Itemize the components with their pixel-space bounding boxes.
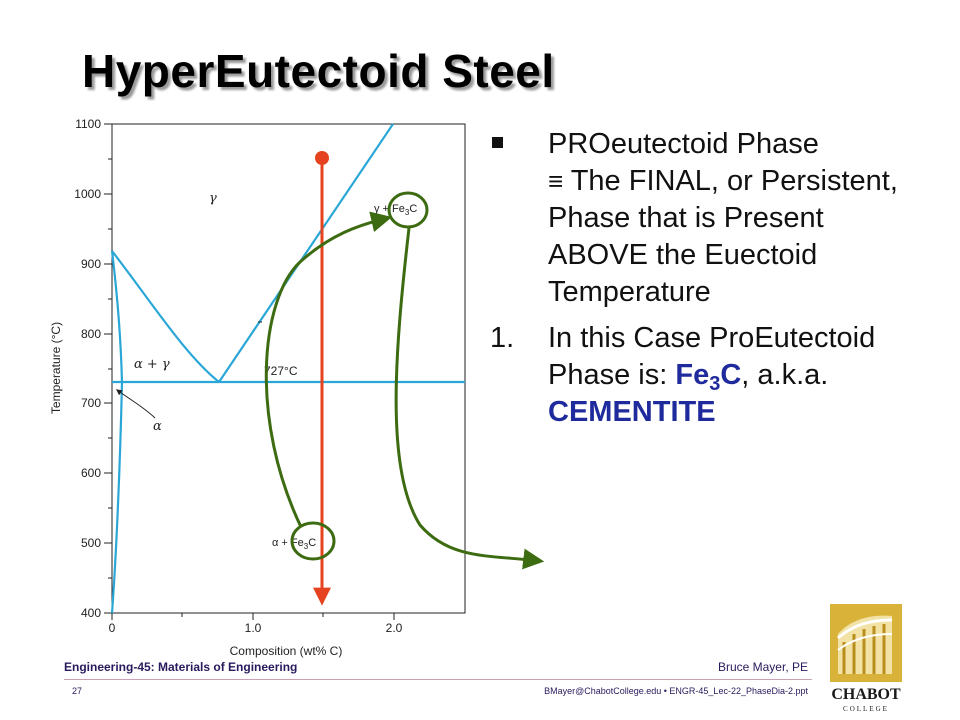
bullet-subtext: The FINAL, or Persistent, Phase that is … — [548, 165, 898, 308]
y-tick-label: 400 — [81, 606, 101, 620]
y-tick-label: 800 — [81, 327, 101, 341]
y-tick-label: 1000 — [74, 187, 101, 201]
y-tick-label: 600 — [81, 466, 101, 480]
region-alpha-label: α — [153, 419, 162, 434]
phase-boundaries — [110, 123, 465, 614]
y-tick-label: 500 — [81, 536, 101, 550]
numbered-item-case: 1. In this Case ProEutectoid Phase is: F… — [490, 320, 910, 431]
item-aka-text: , a.k.a. — [741, 359, 829, 391]
eutectoid-temp-label: 727°C — [264, 364, 298, 378]
footer-divider — [64, 679, 812, 680]
slide-title: HyperEutectoid Steel — [82, 45, 555, 97]
item-text: In this Case ProEutectoid Phase is: — [548, 322, 876, 391]
x-tick-label: 1.0 — [245, 621, 262, 635]
bullet-item-proeutectoid: PROeutectoid Phase ≡ The FINAL, or Persi… — [490, 126, 910, 311]
x-axis-label: Composition (wt% C) — [230, 644, 343, 658]
x-axis — [111, 613, 395, 620]
y-tick-label: 900 — [81, 257, 101, 271]
annotation-highlights — [290, 191, 429, 561]
cooling-start-dot — [315, 151, 329, 165]
square-bullet-icon — [490, 135, 504, 149]
region-gamma-label: γ — [209, 191, 217, 206]
page-number: 27 — [72, 686, 83, 696]
y-axis-label: Temperature (°C) — [49, 322, 63, 414]
footer-course: Engineering-45: Materials of Engineering — [64, 660, 298, 674]
footer-author: Bruce Mayer, PE — [717, 660, 808, 674]
bullet-list: PROeutectoid Phase ≡ The FINAL, or Persi… — [490, 126, 910, 431]
footer-email-file: BMayer@ChabotCollege.edu • ENGR-45_Lec-2… — [544, 686, 808, 696]
x-tick-label: 0 — [109, 621, 116, 635]
svg-text:CHABOT: CHABOT — [831, 686, 901, 703]
equivalence-icon: ≡ — [548, 166, 564, 196]
cementite-pointer-arrow — [394, 227, 545, 570]
x-tick-label: 2.0 — [386, 621, 403, 635]
item-number: 1. — [490, 322, 515, 354]
region-alpha-fe3c-label: α + Fe3C — [272, 537, 316, 551]
y-tick-label: 700 — [81, 396, 101, 410]
region-gamma-fe3c-label: γ + Fe3C — [374, 203, 417, 217]
region-alpha-gamma-label: α + γ — [134, 357, 170, 372]
y-axis — [104, 123, 112, 614]
svg-text:COLLEGE: COLLEGE — [843, 705, 889, 713]
fe3c-connector-arrow — [264, 211, 393, 528]
chabot-college-logo: CHABOT COLLEGE — [830, 604, 902, 713]
cementite-term: CEMENTITE — [548, 396, 716, 428]
y-tick-label: 1100 — [75, 117, 101, 131]
alpha-pointer — [116, 389, 156, 419]
fe3c-formula: Fe3C — [675, 359, 742, 395]
bullet-text: PROeutectoid Phase — [548, 128, 819, 160]
